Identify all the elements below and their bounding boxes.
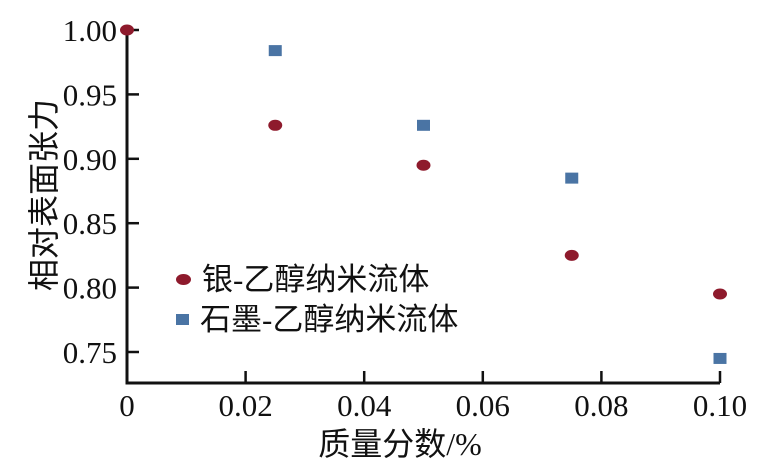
data-point bbox=[565, 172, 579, 184]
data-point bbox=[713, 288, 727, 300]
x-tick-label: 0 bbox=[119, 388, 135, 423]
y-tick-label: 1.00 bbox=[63, 13, 117, 48]
x-tick-label: 0.08 bbox=[574, 388, 628, 423]
legend: 银-乙醇纳米流体 石墨-乙醇纳米流体 bbox=[176, 259, 458, 339]
y-tick-label: 0.85 bbox=[63, 206, 117, 241]
data-point bbox=[416, 159, 431, 171]
legend-label-silver-ethanol: 银-乙醇纳米流体 bbox=[202, 261, 430, 297]
circle-marker-icon bbox=[176, 273, 191, 285]
data-point bbox=[564, 249, 579, 261]
data-point bbox=[268, 45, 282, 57]
data-point bbox=[713, 352, 727, 364]
data-point bbox=[268, 119, 283, 131]
y-axis-title: 相对表面张力 bbox=[26, 98, 62, 292]
x-axis-title: 质量分数/% bbox=[318, 426, 482, 462]
legend-label-graphite-ethanol: 石墨-乙醇纳米流体 bbox=[200, 301, 459, 337]
data-point bbox=[120, 24, 134, 36]
square-marker-icon bbox=[176, 313, 189, 325]
y-tick-label: 0.80 bbox=[63, 271, 117, 306]
x-tick-label: 0.06 bbox=[456, 388, 510, 423]
legend-item-graphite-ethanol: 石墨-乙醇纳米流体 bbox=[176, 299, 458, 339]
legend-item-silver-ethanol: 银-乙醇纳米流体 bbox=[176, 259, 458, 299]
y-tick-label: 0.90 bbox=[63, 142, 117, 177]
y-tick-label: 0.75 bbox=[63, 335, 117, 370]
data-point bbox=[417, 119, 430, 131]
x-tick-label: 0.10 bbox=[693, 388, 747, 423]
x-tick-label: 0.04 bbox=[337, 388, 392, 423]
x-tick-label: 0.02 bbox=[218, 388, 272, 423]
y-tick-label: 0.95 bbox=[63, 77, 117, 112]
